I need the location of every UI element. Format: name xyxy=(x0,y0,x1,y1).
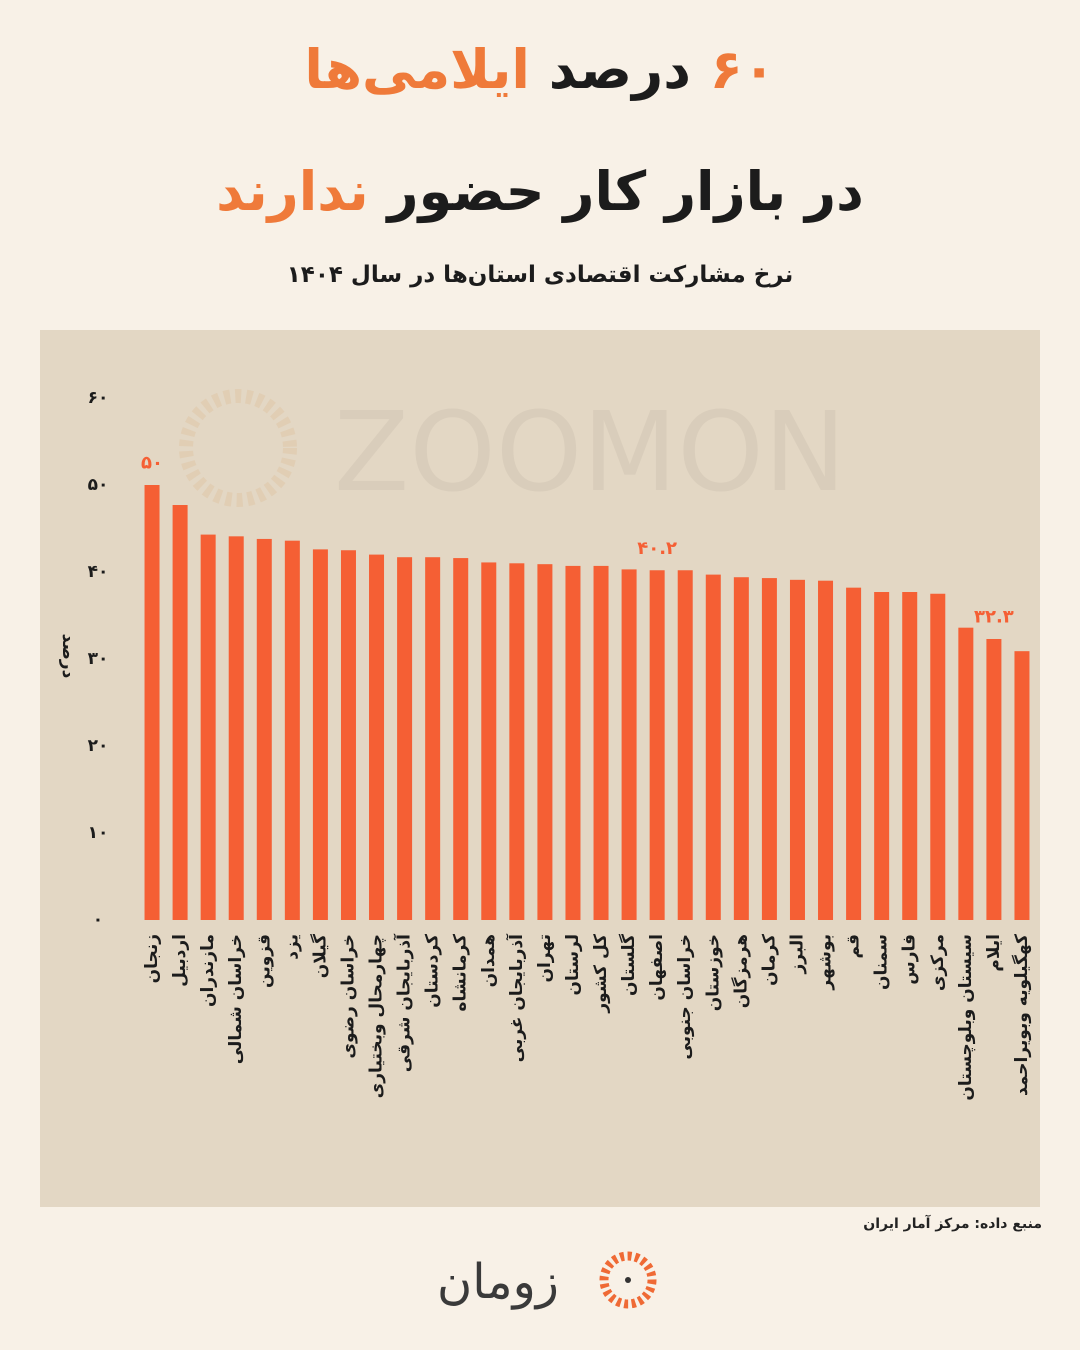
bar xyxy=(453,558,469,920)
value-label: ۵۰ xyxy=(141,453,163,474)
bar xyxy=(565,565,581,920)
y-tick-label: ۵۰ xyxy=(88,475,109,495)
bar xyxy=(846,587,862,920)
bar xyxy=(958,627,974,920)
source: منبع داده: مرکز آمار ایران xyxy=(863,1216,1042,1232)
y-tick-label: ۴۰ xyxy=(88,562,109,582)
bar xyxy=(818,580,834,920)
title-part: در بازار کار حضور xyxy=(387,160,864,223)
y-tick-label: ۱۰ xyxy=(88,823,109,843)
x-tick-label: اردبیل xyxy=(170,934,190,987)
bar xyxy=(537,564,553,920)
x-tick-label: مرکزی xyxy=(928,934,948,991)
bar xyxy=(930,593,946,920)
bar xyxy=(874,592,890,920)
bar xyxy=(228,536,244,920)
x-tick-label: گلستان xyxy=(618,934,639,996)
bar xyxy=(789,579,805,920)
x-tick-label: بوشهر xyxy=(816,934,836,991)
y-tick-label: ۲۰ xyxy=(88,736,109,756)
title-line: در بازار کار حضور ندارند xyxy=(0,160,1080,223)
x-tick-label: قزوین xyxy=(254,934,274,988)
bar xyxy=(312,549,328,920)
x-tick-label: خراسان شمالی xyxy=(226,934,246,1064)
x-tick-label: قم xyxy=(844,934,864,958)
x-tick-label: خراسان رضوی xyxy=(338,934,358,1059)
title-part: ایلامی‌ها xyxy=(304,38,530,101)
x-tick-label: تهران xyxy=(535,934,555,983)
bar xyxy=(902,592,918,920)
logo-text: زومان xyxy=(437,1254,559,1310)
x-tick-label: سیستان وبلوچستان xyxy=(956,934,976,1101)
title-part: ۶۰ xyxy=(709,38,776,101)
x-tick-label: کرمانشاه xyxy=(451,934,471,1012)
x-tick-label: لرستان xyxy=(563,934,583,996)
logo-icon xyxy=(599,1251,657,1309)
bar xyxy=(1014,651,1030,920)
x-tick-label: البرز xyxy=(787,934,807,975)
bar xyxy=(369,554,385,920)
x-tick-label: کهگیلویه وبویراحمد xyxy=(1011,934,1032,1096)
subtitle: نرخ مشارکت اقتصادی استان‌ها در سال ۱۴۰۴ xyxy=(286,262,794,288)
x-tick-label: همدان xyxy=(479,934,499,987)
bar xyxy=(200,534,216,920)
y-tick-label: ۶۰ xyxy=(88,388,109,408)
x-tick-label: خوزستان xyxy=(703,934,723,1011)
bar xyxy=(144,485,160,920)
x-tick-label: کرمان xyxy=(759,934,779,986)
x-tick-label: چهارمحال وبختیاری xyxy=(367,934,387,1098)
x-tick-label: ایلام xyxy=(984,934,1004,972)
bar xyxy=(509,563,525,920)
watermark: ZOOMON xyxy=(334,388,846,516)
bar xyxy=(284,540,300,920)
watermark-icon xyxy=(179,389,297,507)
bar xyxy=(621,569,637,920)
logo-dot xyxy=(625,1277,631,1283)
x-tick-label: سمنان xyxy=(872,934,892,990)
x-tick-label: کردستان xyxy=(423,934,443,1008)
title-part: ندارند xyxy=(216,160,369,223)
x-tick-label: گیلان xyxy=(309,934,330,978)
bar xyxy=(481,562,497,920)
bar xyxy=(733,577,749,920)
title-part: درصد xyxy=(548,38,691,101)
x-tick-label: زنجان xyxy=(142,934,162,983)
x-tick-label: فارس xyxy=(900,934,920,985)
x-tick-label: آذربایجان شرقی xyxy=(393,933,415,1072)
x-tick-label: آذربایجان غربی xyxy=(505,933,527,1062)
x-tick-label: اصفهان xyxy=(647,934,667,1001)
value-label: ۴۰.۲ xyxy=(637,538,677,559)
bar xyxy=(397,557,413,920)
bar xyxy=(425,557,441,920)
value-label: ۳۲.۳ xyxy=(974,606,1014,627)
bar xyxy=(172,505,188,920)
x-tick-label: یزد xyxy=(282,934,302,960)
x-tick-label: مازندران xyxy=(198,934,218,1007)
bar xyxy=(677,570,693,920)
bar xyxy=(986,638,1002,920)
bar xyxy=(649,570,665,920)
bar xyxy=(340,550,356,920)
bar xyxy=(761,578,777,920)
bar xyxy=(593,565,609,920)
x-tick-label: هرمزگان xyxy=(730,934,751,1008)
x-tick-label: کل کشور xyxy=(591,934,611,1014)
watermark-ring xyxy=(179,389,297,507)
y-tick-label: ۰ xyxy=(93,910,103,930)
title-line: ۶۰ درصد ایلامی‌ها xyxy=(0,38,1080,101)
y-axis-label: درصد xyxy=(58,634,78,679)
logo-ring xyxy=(599,1251,657,1309)
x-tick-label: خراسان جنوبی xyxy=(675,934,695,1060)
bar xyxy=(256,538,272,920)
y-tick-label: ۳۰ xyxy=(88,649,109,669)
bar xyxy=(705,574,721,920)
